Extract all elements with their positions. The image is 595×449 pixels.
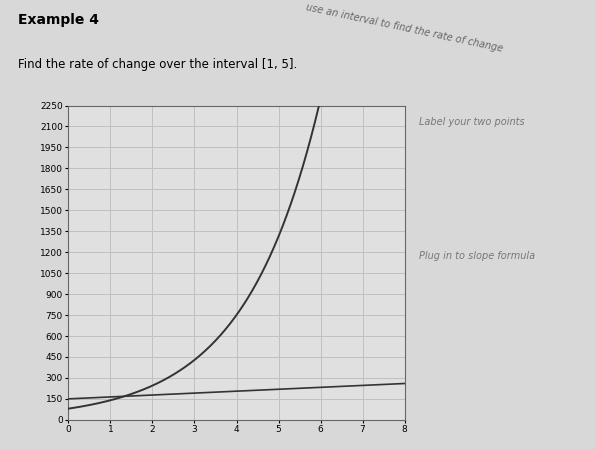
Text: Example 4: Example 4 (18, 13, 99, 27)
Text: Label your two points: Label your two points (419, 117, 525, 127)
Text: Plug in to slope formula: Plug in to slope formula (419, 251, 536, 261)
Text: Find the rate of change over the interval [1, 5].: Find the rate of change over the interva… (18, 58, 297, 71)
Text: use an interval to find the rate of change: use an interval to find the rate of chan… (305, 2, 504, 54)
